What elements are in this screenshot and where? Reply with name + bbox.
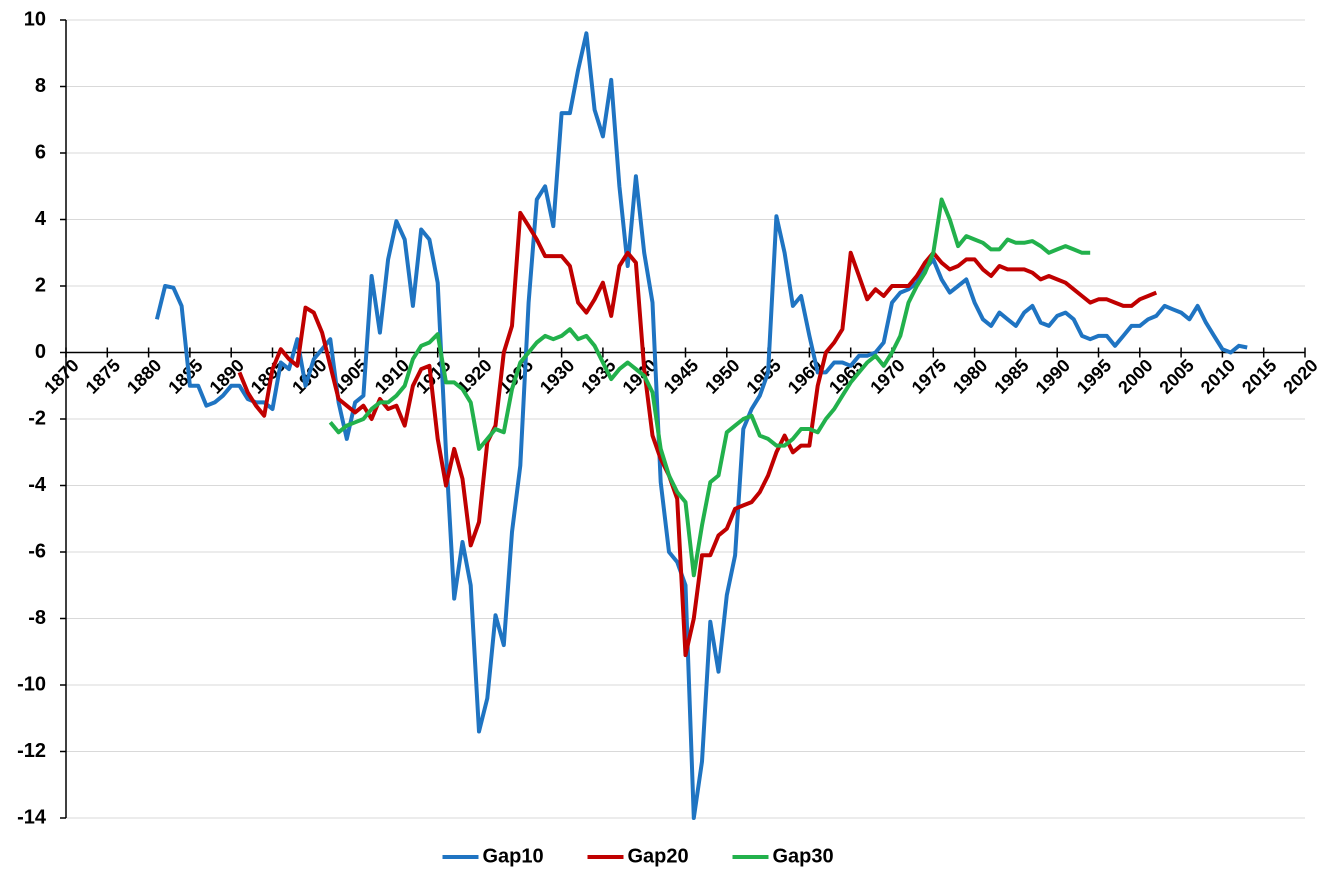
x-tick-label: 1975 bbox=[908, 355, 950, 397]
y-tick-label: -4 bbox=[28, 474, 47, 496]
legend-label: Gap30 bbox=[773, 845, 834, 867]
x-tick-label: 1950 bbox=[701, 355, 743, 397]
x-tick-label: 1995 bbox=[1073, 355, 1115, 397]
legend-label: Gap10 bbox=[483, 845, 544, 867]
y-tick-label: -6 bbox=[28, 540, 46, 562]
y-tick-label: -14 bbox=[17, 806, 47, 828]
y-tick-label: -10 bbox=[17, 673, 46, 695]
y-tick-label: 10 bbox=[24, 8, 46, 30]
y-tick-label: -12 bbox=[17, 740, 46, 762]
y-tick-label: -8 bbox=[28, 607, 46, 629]
y-tick-label: -2 bbox=[28, 407, 46, 429]
x-tick-label: 1980 bbox=[949, 355, 991, 397]
x-tick-label: 2005 bbox=[1155, 355, 1197, 397]
x-tick-label: 2000 bbox=[1114, 355, 1156, 397]
series-line bbox=[328, 197, 1091, 578]
x-tick-label: 2020 bbox=[1279, 355, 1321, 397]
x-tick-label: 1920 bbox=[453, 355, 495, 397]
x-tick-label: 2015 bbox=[1238, 355, 1280, 397]
x-tick-label: 1990 bbox=[1032, 355, 1074, 397]
y-tick-label: 6 bbox=[35, 141, 46, 163]
x-tick-label: 1875 bbox=[82, 355, 124, 397]
x-tick-label: 1985 bbox=[990, 355, 1032, 397]
x-tick-label: 1870 bbox=[40, 355, 82, 397]
x-tick-label: 1880 bbox=[123, 355, 165, 397]
series-line bbox=[237, 210, 1158, 658]
x-tick-label: 1955 bbox=[742, 355, 784, 397]
y-tick-label: 0 bbox=[35, 341, 46, 363]
y-tick-label: 8 bbox=[35, 75, 46, 97]
x-tick-label: 1945 bbox=[660, 355, 702, 397]
y-tick-label: 4 bbox=[35, 208, 47, 230]
x-tick-label: 2010 bbox=[1197, 355, 1239, 397]
x-tick-label: 1930 bbox=[536, 355, 578, 397]
y-tick-label: 2 bbox=[35, 274, 46, 296]
legend-label: Gap20 bbox=[628, 845, 689, 867]
series-line bbox=[154, 31, 1248, 820]
